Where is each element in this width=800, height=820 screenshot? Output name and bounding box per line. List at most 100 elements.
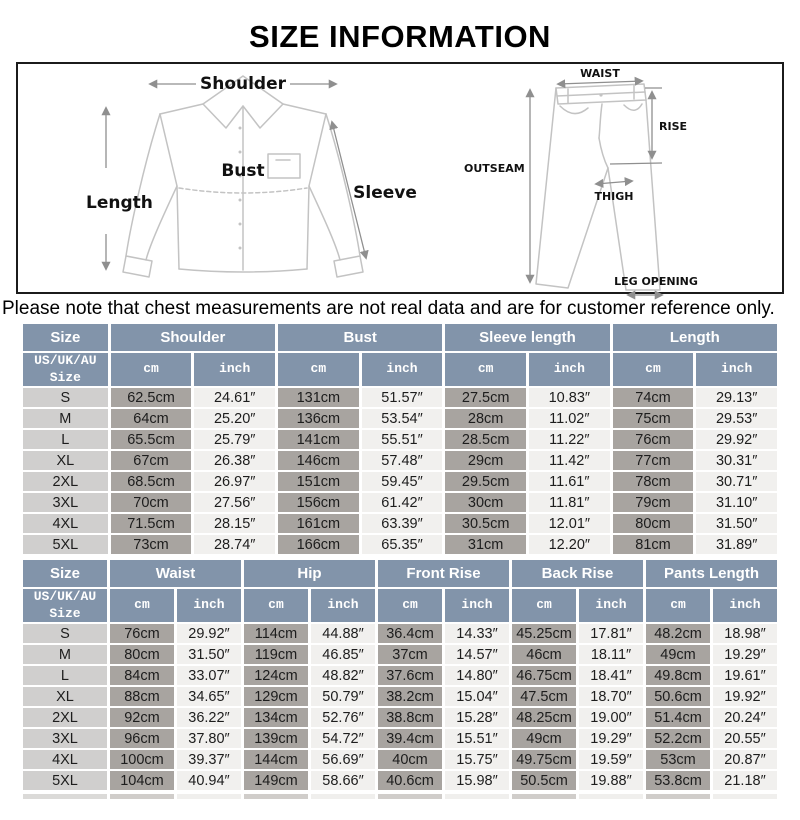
cm-value: 28cm xyxy=(445,409,526,428)
cm-value: 53.8cm xyxy=(646,771,710,790)
unit-inch-header: inch xyxy=(310,589,375,622)
inch-value: 30.31″ xyxy=(696,451,777,470)
cm-value: 79cm xyxy=(612,493,694,512)
inch-value: 20.55″ xyxy=(713,729,778,748)
shirt-diagram: Shoulder Length Bust Sleeve xyxy=(86,74,417,278)
outseam-label: OUTSEAM xyxy=(464,162,525,175)
cm-value: 124cm xyxy=(243,666,308,685)
inch-value: 40.94″ xyxy=(176,771,241,790)
cm-value: 62.5cm xyxy=(110,388,192,407)
size-row-2XL: 2XL 68.5cm 26.97″ 151cm 59.45″ 29.5cm 11.61″ 78… xyxy=(23,472,777,491)
cm-value: 67cm xyxy=(110,451,192,470)
cm-value: 37.6cm xyxy=(378,666,442,685)
inch-value: 19.88″ xyxy=(579,771,643,790)
size-row-S: S 76cm 29.92″ 114cm 44.88″ 36.4cm 14.33″ 45.25c… xyxy=(22,624,778,643)
size-value: 3XL xyxy=(22,729,107,748)
cm-value: 81cm xyxy=(612,535,694,554)
inch-value: 10.83″ xyxy=(528,388,610,407)
group-header-row: Size Waist Hip Front Rise Back Rise Pant… xyxy=(22,560,778,587)
inch-value: 21.18″ xyxy=(713,771,778,790)
cm-value: 75cm xyxy=(612,409,694,428)
inch-value: 33.07″ xyxy=(176,666,241,685)
unit-cm-header: cm xyxy=(109,589,174,622)
size-row-3XL: 3XL 96cm 37.80″ 139cm 54.72″ 39.4cm 15.51″ 49cm… xyxy=(22,729,778,748)
inch-value: 34.65″ xyxy=(176,687,241,706)
cm-value: 38.8cm xyxy=(378,708,442,727)
cm-value: 50.6cm xyxy=(646,687,710,706)
length-label: Length xyxy=(86,193,153,213)
cm-value: 51.4cm xyxy=(646,708,710,727)
pants-diagram: WAIST RISE OUTSEAM THIGH LEG OPENING xyxy=(464,67,698,300)
inch-value: 55.51″ xyxy=(361,430,443,449)
inch-value: 48.82″ xyxy=(310,666,375,685)
inch-value: 31.50″ xyxy=(176,645,241,664)
cm-value: 139cm xyxy=(243,729,308,748)
unit-header-row: US/UK/AU Size cm inch cm inch cm inch cm… xyxy=(23,353,777,386)
cm-value: 30.5cm xyxy=(445,514,526,533)
size-value: 4XL xyxy=(22,750,107,769)
inch-value: 31.89″ xyxy=(696,535,777,554)
inch-value: 36.22″ xyxy=(176,708,241,727)
inch-value: 58.66″ xyxy=(310,771,375,790)
inch-value: 61.42″ xyxy=(361,493,443,512)
size-standard-header: US/UK/AU Size xyxy=(22,589,107,622)
cm-value: 48.25cm xyxy=(512,708,576,727)
unit-inch-header: inch xyxy=(579,589,643,622)
inch-value: 31.10″ xyxy=(696,493,777,512)
cm-value: 96cm xyxy=(109,729,174,748)
inch-value: 18.98″ xyxy=(713,624,778,643)
inch-value: 25.20″ xyxy=(194,409,276,428)
cm-value: 49.75cm xyxy=(512,750,576,769)
cm-value: 149cm xyxy=(243,771,308,790)
inch-value: 12.01″ xyxy=(528,514,610,533)
cm-value: 77cm xyxy=(612,451,694,470)
cm-value: 74cm xyxy=(612,388,694,407)
size-value: M xyxy=(22,645,107,664)
cm-value: 156cm xyxy=(278,493,359,512)
unit-cm-header: cm xyxy=(278,353,359,386)
size-row-L: L 84cm 33.07″ 124cm 48.82″ 37.6cm 14.80″ 46.75c… xyxy=(22,666,778,685)
inch-value: 29.92″ xyxy=(176,624,241,643)
size-value: S xyxy=(22,624,107,643)
inch-value: 25.79″ xyxy=(194,430,276,449)
cm-value: 46cm xyxy=(512,645,576,664)
cm-value: 151cm xyxy=(278,472,359,491)
unit-cm-header: cm xyxy=(612,353,694,386)
cm-value: 36.4cm xyxy=(378,624,442,643)
cm-value: 141cm xyxy=(278,430,359,449)
inch-value: 18.11″ xyxy=(579,645,643,664)
cm-value: 48.2cm xyxy=(646,624,710,643)
col-header-hip: Hip xyxy=(243,560,375,587)
inch-value: 12.20″ xyxy=(528,535,610,554)
inch-value: 30.71″ xyxy=(696,472,777,491)
size-value: 3XL xyxy=(23,493,108,512)
inch-value: 59.45″ xyxy=(361,472,443,491)
inch-value: 57.48″ xyxy=(361,451,443,470)
col-header-bust: Bust xyxy=(278,324,443,351)
inch-value: 18.70″ xyxy=(579,687,643,706)
inch-value: 24.61″ xyxy=(194,388,276,407)
size-standard-header: US/UK/AU Size xyxy=(23,353,108,386)
inch-value: 14.33″ xyxy=(445,624,509,643)
inch-value: 11.81″ xyxy=(528,493,610,512)
cm-value: 28.5cm xyxy=(445,430,526,449)
inch-value: 26.97″ xyxy=(194,472,276,491)
inch-value: 15.28″ xyxy=(445,708,509,727)
size-value: S xyxy=(23,388,108,407)
cm-value: 68.5cm xyxy=(110,472,192,491)
cm-value: 161cm xyxy=(278,514,359,533)
group-header-row: Size Shoulder Bust Sleeve length Length xyxy=(23,324,777,351)
inch-value: 46.85″ xyxy=(310,645,375,664)
unit-cm-header: cm xyxy=(445,353,526,386)
inch-value: 15.75″ xyxy=(445,750,509,769)
inch-value: 17.81″ xyxy=(579,624,643,643)
cm-value: 73cm xyxy=(110,535,192,554)
thigh-label: THIGH xyxy=(594,190,633,203)
cm-value: 100cm xyxy=(109,750,174,769)
size-row-XL: XL 88cm 34.65″ 129cm 50.79″ 38.2cm 15.04″ 47.5c… xyxy=(22,687,778,706)
inch-value: 65.35″ xyxy=(361,535,443,554)
inch-value: 44.88″ xyxy=(310,624,375,643)
cm-value: 37cm xyxy=(378,645,442,664)
size-value: XL xyxy=(22,687,107,706)
inch-value: 11.22″ xyxy=(528,430,610,449)
